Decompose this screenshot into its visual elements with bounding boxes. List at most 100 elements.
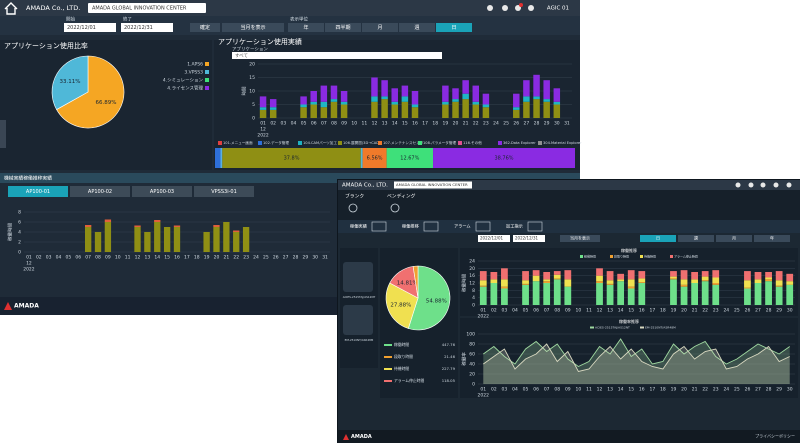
header-icon[interactable] <box>735 182 741 188</box>
app-select[interactable] <box>232 52 442 59</box>
period-tab[interactable] <box>362 23 398 32</box>
date-input[interactable] <box>513 235 545 242</box>
date-input[interactable] <box>121 23 173 32</box>
header-icon[interactable] <box>760 182 766 188</box>
machine-image[interactable] <box>343 262 373 292</box>
period-tab-label[interactable]: 週 <box>694 235 698 241</box>
period-tab[interactable] <box>640 235 676 242</box>
start-date[interactable]: 2022/12/01 <box>480 236 504 241</box>
current-month-button[interactable]: 当月を表示 <box>240 24 265 31</box>
share-segment <box>215 148 221 168</box>
toolbar-label[interactable]: 加工指示 <box>506 223 523 230</box>
toolbar-icon[interactable] <box>475 221 491 232</box>
site-select[interactable] <box>88 3 206 13</box>
period-tab-label[interactable]: 日 <box>451 25 456 31</box>
home-icon[interactable] <box>4 2 18 15</box>
toolbar-icon[interactable] <box>527 221 543 232</box>
end-date[interactable]: 2022/12/31 <box>515 236 539 241</box>
start-date[interactable]: 2022/12/01 <box>67 25 96 31</box>
field-label: 開始 <box>66 16 75 23</box>
bar-segment <box>712 284 720 305</box>
button[interactable] <box>190 23 220 32</box>
side-tab[interactable] <box>0 120 6 148</box>
period-tab[interactable] <box>754 235 790 242</box>
period-tab-label[interactable]: 月 <box>377 25 382 31</box>
period-tab[interactable] <box>325 23 361 32</box>
header-icon[interactable] <box>773 182 779 188</box>
nav-label[interactable]: ブランク <box>345 193 364 200</box>
y-tick-label: 5 <box>252 102 255 108</box>
toolbar-label[interactable]: アラーム <box>454 224 471 230</box>
machine-tab[interactable] <box>132 186 192 197</box>
bar-segment <box>522 280 529 284</box>
machine-tab-label[interactable]: VPSS3i-01 <box>211 189 237 195</box>
header-icon[interactable] <box>786 182 792 188</box>
x-tick-label: 22 <box>233 255 239 261</box>
bar-segment <box>391 104 398 118</box>
area <box>483 339 790 384</box>
header-icon[interactable] <box>487 5 493 11</box>
confirm-button[interactable]: 確定 <box>200 24 210 31</box>
bar-segment <box>300 96 307 105</box>
machine-tab[interactable] <box>8 186 68 197</box>
date-input[interactable] <box>478 235 510 242</box>
period-tab-label[interactable]: 週 <box>414 24 419 31</box>
nav-icon[interactable] <box>390 203 400 213</box>
current-month-button[interactable]: 当月を表示 <box>570 235 590 241</box>
x-tick-label: 01 <box>26 255 32 261</box>
machine-name[interactable]: ACIES-2515TAJ/AS12NT <box>343 295 376 299</box>
app-select-value[interactable]: すべて <box>235 52 248 59</box>
bar-segment <box>617 281 625 305</box>
button[interactable] <box>560 235 600 242</box>
nav-icon[interactable] <box>348 203 358 213</box>
machine-tab-label[interactable]: AP100-01 <box>26 189 50 195</box>
rate-panel <box>460 318 798 398</box>
site-select[interactable] <box>394 181 472 189</box>
period-tab[interactable] <box>716 235 752 242</box>
toolbar-icon[interactable] <box>423 221 439 232</box>
period-tab-label[interactable]: 四半期 <box>335 24 350 31</box>
machine-tab[interactable] <box>194 186 254 197</box>
bar-segment <box>501 268 508 280</box>
end-date[interactable]: 2022/12/31 <box>124 25 153 31</box>
machine-tab[interactable] <box>70 186 130 197</box>
bar-segment <box>310 91 317 102</box>
machine-image[interactable] <box>343 305 373 335</box>
toolbar-label[interactable]: 稼働推移 <box>402 223 420 230</box>
machine-name[interactable]: EM-2510NT/ASR48M <box>345 338 374 342</box>
toolbar-icon[interactable] <box>371 221 387 232</box>
bar-segment <box>670 278 677 280</box>
period-tab[interactable] <box>678 235 714 242</box>
x-tick-label: 10 <box>115 255 121 261</box>
bar-segment <box>462 80 469 94</box>
button[interactable] <box>222 23 284 32</box>
bar-segment <box>462 93 469 100</box>
x-tick-label: 03 <box>502 387 508 393</box>
nav-label[interactable]: ベンディング <box>387 193 416 200</box>
bar-segment <box>223 222 230 252</box>
header-icon[interactable] <box>502 5 508 11</box>
date-input[interactable] <box>64 23 116 32</box>
site-name[interactable]: AMADA GLOBAL INNOVATION CENTER <box>396 182 468 187</box>
period-tab-label[interactable]: 日 <box>656 236 660 241</box>
header-icon[interactable] <box>748 182 754 188</box>
header-icon[interactable] <box>515 5 521 11</box>
header-icon[interactable] <box>528 5 534 11</box>
machine-tab-label[interactable]: AP100-02 <box>88 189 112 195</box>
footer-logo: AMADA <box>14 303 39 310</box>
period-tab-label[interactable]: 月 <box>732 236 736 241</box>
period-tab[interactable] <box>288 23 324 32</box>
period-tab[interactable] <box>399 23 435 32</box>
y-tick-label: 8 <box>18 210 21 216</box>
toolbar-label[interactable]: 稼働実績 <box>350 223 368 230</box>
bar-segment <box>173 225 181 227</box>
site-name[interactable]: AMADA GLOBAL INNOVATION CENTER <box>92 6 187 12</box>
period-tab[interactable] <box>436 23 472 32</box>
privacy-link[interactable]: プライバシーポリシー <box>755 433 795 439</box>
bar-segment <box>744 287 751 289</box>
machine-tab-label[interactable]: AP100-03 <box>150 189 174 195</box>
period-tab-label[interactable]: 年 <box>770 235 774 241</box>
period-tab-label[interactable]: 年 <box>303 24 308 31</box>
x-tick-label: 02 <box>491 308 497 314</box>
